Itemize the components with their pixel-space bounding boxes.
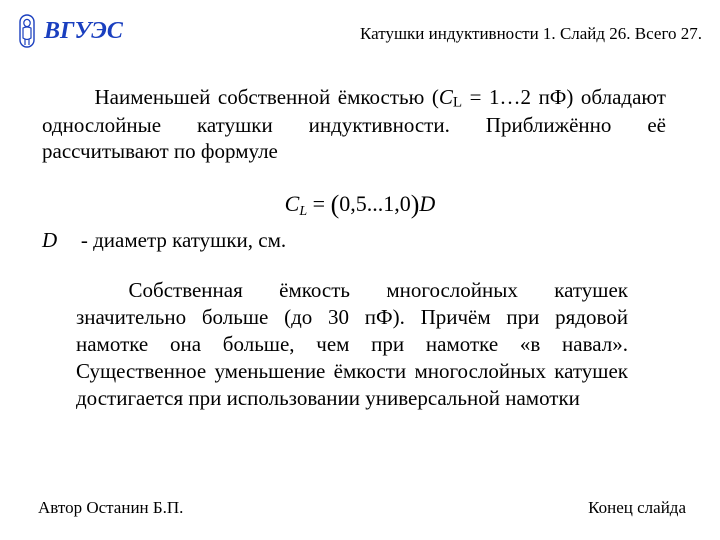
- footer-end: Конец слайда: [588, 498, 686, 518]
- defn-symbol-D: D: [42, 228, 76, 253]
- p1-symbol-C: C: [439, 85, 453, 109]
- logo-text: ВГУЭС: [44, 19, 123, 43]
- formula-rparen: ): [411, 190, 420, 219]
- p1-text-a: Наименьшей собственной ёмкостью (: [95, 85, 439, 109]
- logo-icon: [16, 14, 38, 48]
- paragraph-2: Собственная ёмкость многослойных катушек…: [76, 277, 628, 411]
- formula-lparen: (: [331, 190, 340, 219]
- p2-text: Собственная ёмкость многослойных катушек…: [76, 278, 628, 410]
- formula-sub-L: L: [299, 204, 307, 219]
- formula-D: D: [419, 191, 435, 216]
- header-slide-info: Слайд 26. Всего 27.: [560, 24, 702, 43]
- slide-header: Катушки индуктивности 1. Слайд 26. Всего…: [360, 24, 702, 44]
- paragraph-1: Наименьшей собственной ёмкостью (CL = 1……: [42, 84, 666, 165]
- formula: CL = (0,5...1,0)D: [0, 188, 720, 220]
- logo: ВГУЭС: [16, 14, 123, 48]
- formula-eq: =: [307, 191, 330, 216]
- formula-range: 0,5...1,0: [339, 191, 411, 216]
- formula-C: C: [285, 191, 300, 216]
- defn-text: - диаметр катушки, см.: [81, 228, 286, 252]
- definition-line: D - диаметр катушки, см.: [42, 228, 286, 253]
- header-topic: Катушки индуктивности 1.: [360, 24, 556, 43]
- slide: ВГУЭС Катушки индуктивности 1. Слайд 26.…: [0, 0, 720, 540]
- p1-subscript-L: L: [453, 94, 462, 110]
- footer-author: Автор Останин Б.П.: [38, 498, 183, 518]
